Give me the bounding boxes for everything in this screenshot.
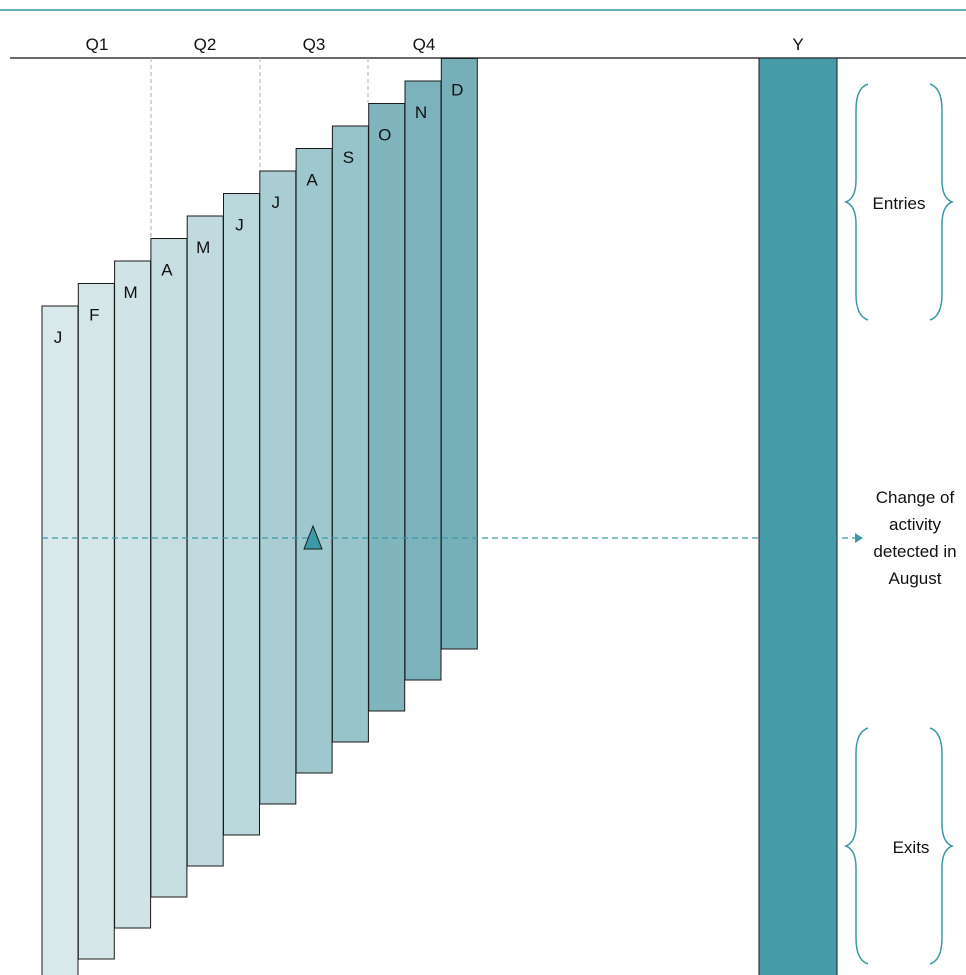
exits-label: Exits	[893, 838, 930, 857]
entries-brace	[843, 83, 869, 321]
month-label: A	[306, 171, 318, 190]
month-label: F	[89, 306, 99, 325]
change-label-line-3: detected in	[873, 542, 956, 561]
entries-label: Entries	[873, 194, 926, 213]
month-label: O	[378, 126, 391, 145]
month-bar	[331, 125, 369, 743]
exits-brace-right	[929, 727, 955, 965]
month-bar	[186, 215, 224, 867]
year-label: Y	[792, 35, 803, 54]
month-label: J	[272, 193, 281, 212]
month-label: J	[54, 328, 63, 347]
year-bar	[758, 57, 838, 975]
quarter-label-q3: Q3	[303, 35, 326, 54]
quarter-label-q2: Q2	[194, 35, 217, 54]
month-bar	[150, 238, 188, 898]
change-label-line-2: activity	[889, 515, 941, 534]
change-label-line-4: August	[889, 569, 942, 588]
month-bar	[368, 103, 406, 712]
change-label-line-1: Change of	[876, 488, 955, 507]
month-bar	[77, 283, 115, 960]
month-label: M	[124, 283, 138, 302]
month-label: D	[451, 81, 463, 100]
august-marker-triangle	[303, 524, 323, 550]
change-arrow-head	[855, 533, 863, 543]
month-label: N	[415, 103, 427, 122]
month-bar	[41, 305, 79, 975]
month-bar	[114, 260, 152, 929]
entries-brace-right	[929, 83, 955, 321]
quarter-label-q4: Q4	[413, 35, 436, 54]
month-label: A	[161, 261, 173, 280]
quarter-label-q1: Q1	[86, 35, 109, 54]
month-label: J	[235, 216, 244, 235]
month-bar	[223, 193, 260, 836]
month-bar	[440, 58, 478, 650]
month-bar	[295, 148, 333, 774]
monthly-bars: J F M A M J J A S O N D	[41, 58, 478, 975]
month-label: S	[343, 148, 354, 167]
month-label: M	[196, 238, 210, 257]
month-bar	[259, 170, 297, 805]
month-bar	[404, 80, 442, 681]
exits-brace	[843, 727, 869, 965]
